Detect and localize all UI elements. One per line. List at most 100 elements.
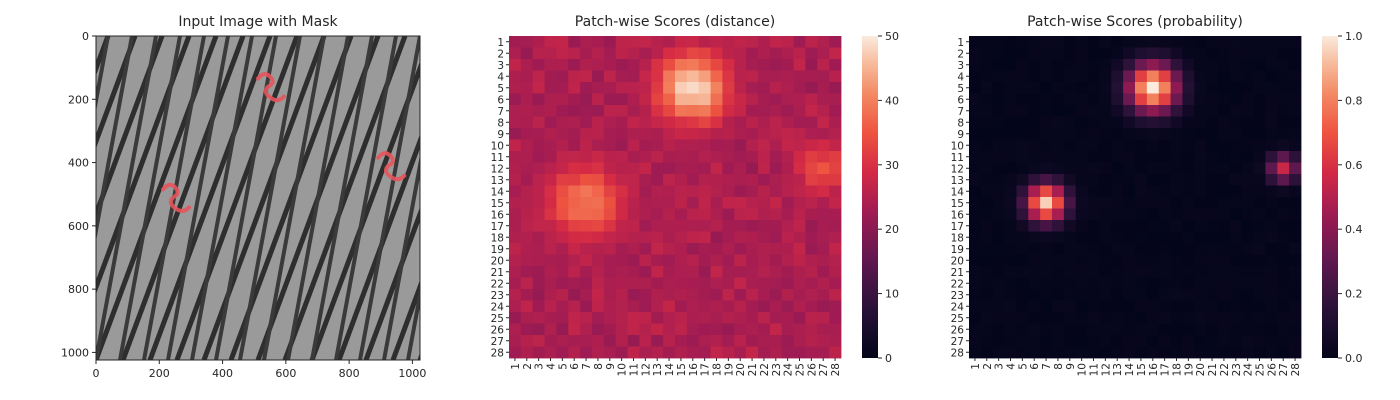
heatmap-cell: [1206, 70, 1219, 83]
heatmap-cell: [532, 231, 545, 244]
heatmap-cell: [1063, 254, 1077, 267]
heatmap-cell: [1170, 266, 1183, 278]
heatmap-cell: [1146, 105, 1160, 117]
heatmap-cell: [829, 47, 842, 60]
heatmap-cell: [1146, 254, 1160, 267]
heatmap-cell: [686, 174, 700, 186]
heatmap-cell: [1265, 277, 1278, 290]
probability-heatmap-panel: Patch-wise Scores (probability) 12345678…: [951, 14, 1363, 376]
heatmap-cell: [1075, 59, 1088, 71]
heatmap-cell: [769, 231, 783, 244]
x-tick-label: 11: [629, 363, 641, 376]
heatmap-cell: [651, 174, 664, 186]
heatmap-cell: [1277, 346, 1290, 359]
heatmap-cell: [509, 266, 522, 278]
heatmap-cell: [1194, 185, 1207, 198]
heatmap-cell: [980, 128, 994, 140]
heatmap-cell: [769, 220, 783, 232]
heatmap-cell: [639, 116, 652, 129]
heatmap-cell: [603, 47, 617, 60]
heatmap-cell: [1099, 231, 1112, 244]
heatmap-cell: [639, 36, 652, 48]
heatmap-cell: [639, 220, 652, 232]
heatmap-cell: [769, 105, 783, 117]
heatmap-cell: [568, 128, 581, 140]
heatmap-cell: [1218, 254, 1231, 267]
heatmap-cell: [781, 162, 794, 175]
heatmap-cell: [1158, 323, 1171, 336]
heatmap-cell: [1218, 59, 1231, 71]
heatmap-cell: [1052, 289, 1065, 301]
heatmap-cell: [1111, 36, 1124, 48]
heatmap-cell: [592, 300, 605, 313]
heatmap-cell: [1040, 36, 1053, 48]
heatmap-cell: [1265, 162, 1278, 175]
heatmap-cell: [1052, 335, 1065, 347]
heatmap-cell: [651, 289, 664, 301]
heatmap-cell: [592, 139, 605, 152]
heatmap-cell: [615, 266, 628, 278]
heatmap-cell: [1040, 93, 1053, 106]
heatmap-cell: [509, 335, 522, 347]
x-tick-label: 13: [652, 363, 664, 376]
heatmap-cell: [532, 323, 545, 336]
heatmap-cell: [1004, 162, 1017, 175]
heatmap-cell: [627, 70, 640, 83]
heatmap-cell: [1253, 116, 1266, 129]
mesh-strand: [382, 154, 420, 360]
heatmap-cell: [568, 174, 581, 186]
heatmap-cell: [603, 335, 617, 347]
heatmap-cell: [1277, 289, 1290, 301]
heatmap-cell: [556, 116, 569, 129]
heatmap-cell: [1135, 128, 1148, 140]
x-tick-label: 27: [818, 363, 830, 376]
heatmap-cell: [1158, 277, 1171, 290]
heatmap-cell: [532, 208, 545, 221]
heatmap-cell: [1146, 208, 1160, 221]
heatmap-cell: [580, 116, 593, 129]
heatmap-cell: [627, 220, 640, 232]
heatmap-cell: [1265, 59, 1278, 71]
heatmap-cell: [1099, 208, 1112, 221]
heatmap-cell: [1265, 82, 1278, 94]
heatmap-cell: [829, 335, 842, 347]
heatmap-cell: [509, 59, 522, 71]
heatmap-cell: [520, 335, 534, 347]
heatmap-cell: [544, 47, 557, 60]
heatmap-cell: [603, 139, 617, 152]
heatmap-cell: [817, 116, 830, 129]
heatmap-cell: [1277, 93, 1290, 106]
heatmap-cell: [1253, 289, 1266, 301]
y-tick-label: 16: [491, 209, 505, 221]
heatmap-cell: [1052, 162, 1065, 175]
heatmap-cell: [651, 254, 664, 267]
heatmap-cell: [817, 208, 830, 221]
heatmap-cell: [1218, 323, 1231, 336]
colorbar-tick-label: 40: [885, 94, 899, 107]
y-tick-label: 13: [491, 175, 504, 187]
y-tick-label: 13: [951, 175, 964, 187]
heatmap-cell: [592, 243, 605, 255]
heatmap-cell: [1063, 323, 1077, 336]
heatmap-cell: [710, 47, 723, 60]
heatmap-cell: [734, 47, 747, 60]
heatmap-cell: [544, 59, 557, 71]
heatmap-cell: [734, 59, 747, 71]
heatmap-cell: [1111, 266, 1124, 278]
heatmap-cell: [980, 266, 994, 278]
heatmap-cell: [781, 312, 794, 324]
x-tick-label: 5: [1017, 363, 1029, 370]
heatmap-cell: [1146, 116, 1160, 129]
heatmap-cell: [615, 231, 628, 244]
heatmap-cell: [829, 59, 842, 71]
y-tick-label: 24: [951, 301, 965, 313]
heatmap-cell: [1063, 139, 1077, 152]
mesh-strand: [406, 284, 420, 360]
mesh-strand: [96, 36, 110, 112]
heatmap-cell: [1277, 185, 1290, 198]
heatmap-cell: [817, 289, 830, 301]
y-tick-label: 8: [497, 117, 504, 129]
heatmap-cell: [1229, 220, 1243, 232]
heatmap-cell: [698, 151, 711, 163]
heatmap-cell: [1004, 116, 1017, 129]
